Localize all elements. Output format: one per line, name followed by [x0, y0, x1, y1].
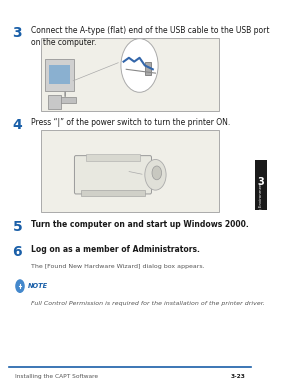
FancyBboxPatch shape: [55, 97, 76, 103]
Circle shape: [15, 279, 25, 293]
Circle shape: [121, 39, 158, 92]
FancyBboxPatch shape: [86, 154, 140, 161]
FancyBboxPatch shape: [41, 38, 219, 111]
FancyBboxPatch shape: [255, 161, 267, 210]
Text: The [Found New Hardware Wizard] dialog box appears.: The [Found New Hardware Wizard] dialog b…: [31, 264, 204, 269]
Text: Turn the computer on and start up Windows 2000.: Turn the computer on and start up Window…: [31, 220, 248, 229]
Circle shape: [152, 166, 162, 180]
FancyBboxPatch shape: [41, 130, 219, 212]
Text: Installing the CAPT Software: Installing the CAPT Software: [15, 374, 98, 379]
Text: 3: 3: [13, 26, 22, 40]
Text: 3: 3: [258, 176, 264, 186]
Text: 6: 6: [13, 245, 22, 259]
FancyBboxPatch shape: [49, 64, 70, 84]
Circle shape: [145, 159, 166, 190]
FancyBboxPatch shape: [145, 62, 152, 75]
Text: 5: 5: [13, 220, 22, 234]
Text: Press “|” of the power switch to turn the printer ON.: Press “|” of the power switch to turn th…: [31, 118, 230, 127]
FancyBboxPatch shape: [45, 59, 74, 91]
Text: Full Control Permission is required for the installation of the printer driver.: Full Control Permission is required for …: [31, 301, 264, 306]
Text: NOTE: NOTE: [28, 283, 48, 289]
Text: 4: 4: [13, 118, 22, 132]
Text: Setting Up the Printing Environment: Setting Up the Printing Environment: [259, 183, 263, 254]
Text: 3-23: 3-23: [231, 374, 246, 379]
Text: Connect the A-type (flat) end of the USB cable to the USB port
on the computer.: Connect the A-type (flat) end of the USB…: [31, 26, 269, 47]
FancyBboxPatch shape: [74, 156, 152, 194]
FancyBboxPatch shape: [48, 95, 61, 109]
Text: Log on as a member of Administrators.: Log on as a member of Administrators.: [31, 245, 200, 254]
FancyBboxPatch shape: [81, 190, 145, 196]
